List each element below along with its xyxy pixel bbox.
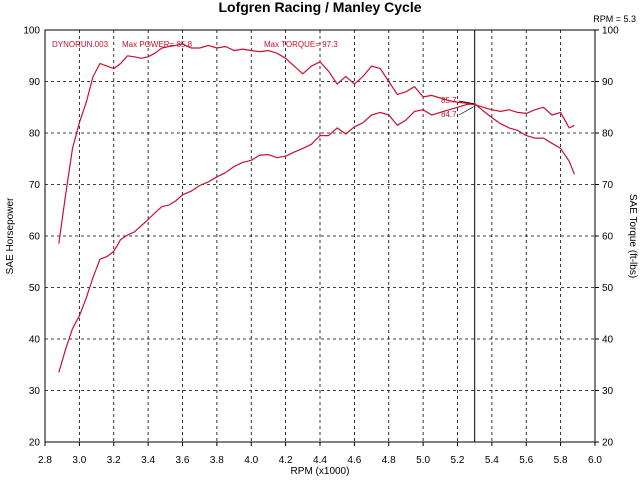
x-axis: 2.8 3.0 3.2 3.4 3.6 3.8 4.0 4.2 4.4 4.6 4.8 5.0 5.2 5… <box>38 442 602 466</box>
x-tick-label-14: 5.6 <box>519 455 533 466</box>
run-label: DYNORUN.003 <box>52 40 109 49</box>
max-torque-label: Max TORQUE= 97.3 <box>264 40 338 49</box>
y-tick-label-right-2: 40 <box>602 335 614 346</box>
torque-line <box>58 43 575 244</box>
max-power-label: Max POWER= 85.8 <box>122 40 193 49</box>
y-tick-label-right-4: 60 <box>602 232 614 243</box>
y-tick-label-left-0: 20 <box>29 438 41 449</box>
x-tick-label-12: 5.2 <box>451 455 465 466</box>
cursor-power-value: 85.7 <box>441 96 457 105</box>
x-tick-label-15: 5.8 <box>554 455 568 466</box>
y-tick-label-right-5: 70 <box>602 180 614 191</box>
x-tick-label-9: 4.6 <box>347 455 361 466</box>
x-tick-label-6: 4.0 <box>244 455 258 466</box>
y-tick-label-left-1: 30 <box>29 386 41 397</box>
x-tick-label-1: 3.0 <box>72 455 86 466</box>
y-tick-label-right-3: 50 <box>602 283 614 294</box>
y-axis-label-right: SAE Torque (ft-lbs) <box>627 194 638 278</box>
y-tick-label-left-6: 80 <box>29 129 41 140</box>
series-group <box>58 43 575 373</box>
x-tick-label-3: 3.4 <box>141 455 155 466</box>
grid <box>45 30 595 442</box>
x-tick-label-0: 2.8 <box>38 455 52 466</box>
rpm-readout: RPM = 5.3 <box>593 14 636 24</box>
y-tick-label-right-7: 90 <box>602 77 614 88</box>
x-axis-label: RPM (x1000) <box>291 466 350 477</box>
y-tick-label-left-3: 50 <box>29 283 41 294</box>
cursor-power-leader <box>458 100 474 104</box>
x-tick-label-10: 4.8 <box>382 455 396 466</box>
x-tick-label-4: 3.6 <box>176 455 190 466</box>
y-axis-label-left: SAE Horsepower <box>5 197 16 274</box>
y-tick-label-right-1: 30 <box>602 386 614 397</box>
y-tick-label-left-4: 60 <box>29 232 41 243</box>
power-line <box>58 103 575 373</box>
y-tick-label-left-8: 100 <box>23 26 40 37</box>
x-tick-label-16: 6.0 <box>588 455 602 466</box>
x-tick-label-13: 5.4 <box>485 455 499 466</box>
y-tick-label-left-5: 70 <box>29 180 41 191</box>
x-tick-label-11: 5.0 <box>416 455 430 466</box>
y-tick-label-left-7: 90 <box>29 77 41 88</box>
y-axis-left: 20 30 40 50 60 70 80 90 100 <box>23 26 40 449</box>
y-tick-label-right-8: 100 <box>602 26 619 37</box>
y-tick-label-left-2: 40 <box>29 335 41 346</box>
y-axis-right: 20 30 40 50 60 70 80 90 100 <box>595 26 619 449</box>
cursor-torque-value: 84.7 <box>441 110 457 119</box>
cursor-torque-leader <box>458 106 474 116</box>
x-tick-label-5: 3.8 <box>210 455 224 466</box>
y-tick-label-right-6: 80 <box>602 129 614 140</box>
chart-title: Lofgren Racing / Manley Cycle <box>218 0 421 15</box>
x-tick-label-7: 4.2 <box>279 455 293 466</box>
x-tick-label-2: 3.2 <box>107 455 121 466</box>
y-tick-label-right-0: 20 <box>602 438 614 449</box>
x-tick-label-8: 4.4 <box>313 455 327 466</box>
